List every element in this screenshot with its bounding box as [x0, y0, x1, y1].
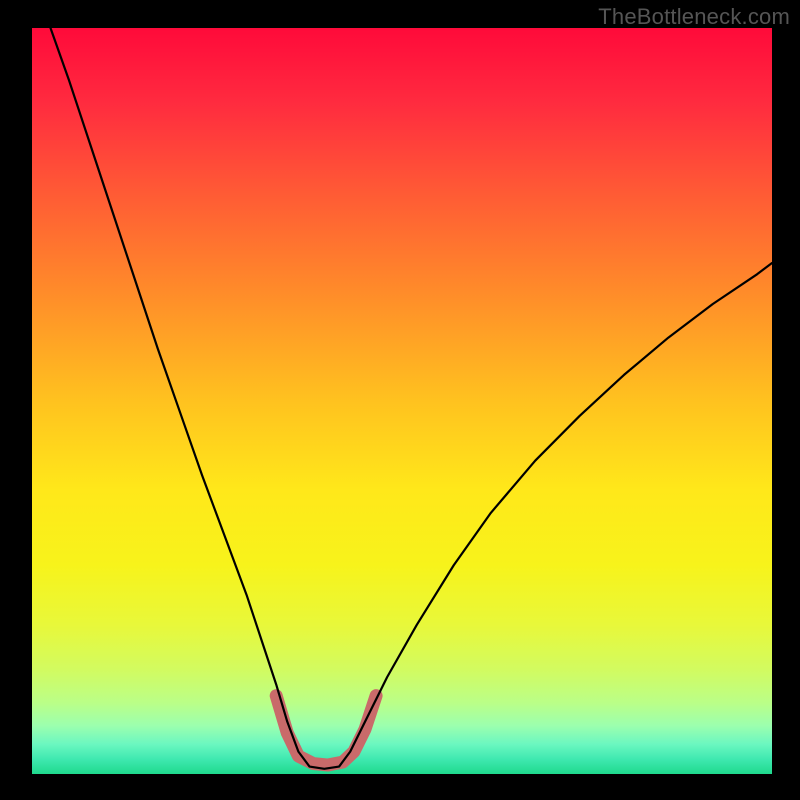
bottleneck-chart — [0, 0, 800, 800]
plot-background — [32, 28, 772, 774]
chart-frame: TheBottleneck.com — [0, 0, 800, 800]
watermark-text: TheBottleneck.com — [598, 4, 790, 30]
